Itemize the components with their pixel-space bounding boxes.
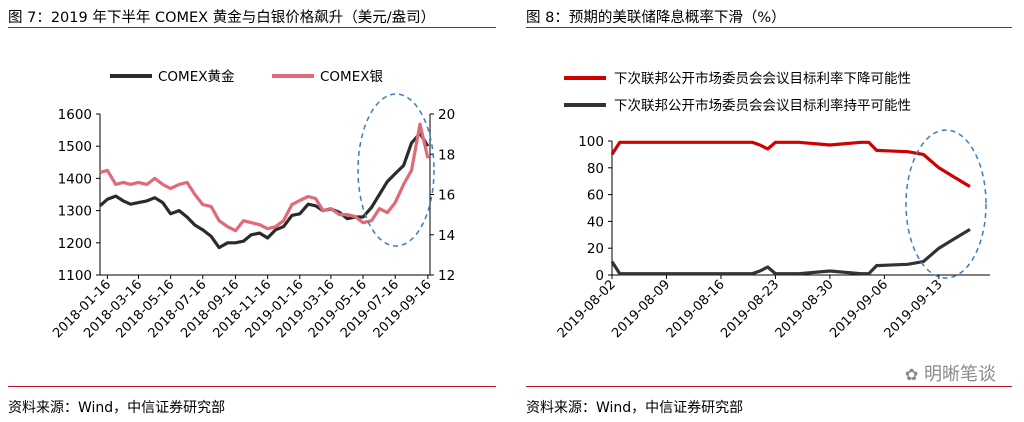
y-tick-label-left: 1200 (58, 236, 92, 252)
y-tick-label: 100 (578, 134, 604, 150)
y-tick-label-left: 1100 (58, 268, 92, 284)
series-line-COMEX银 (99, 122, 430, 233)
y-tick-label-right: 20 (438, 107, 455, 123)
right-source-rule (526, 386, 1012, 387)
watermark-label: 明晰笔谈 (924, 364, 996, 385)
right-source-note: 资料来源：Wind，中信证券研究部 (526, 400, 744, 416)
y-tick-label-left: 1400 (58, 171, 92, 187)
legend-label-0: 下次联邦公开市场委员会会议目标利率下降可能性 (614, 70, 911, 87)
y-tick-label-left: 1300 (58, 204, 92, 220)
right-panel-title: 图 8：预期的美联储降息概率下滑（%） (526, 10, 786, 26)
y-tick-label: 0 (595, 268, 604, 284)
y-tick-label: 40 (587, 214, 604, 230)
series-line-COMEX黄金 (98, 131, 430, 250)
fed-rate-cut-probability-chart: 下次联邦公开市场委员会会议目标利率下降可能性下次联邦公开市场委员会会议目标利率持… (555, 70, 990, 341)
y-tick-label: 80 (587, 161, 604, 177)
y-tick-label: 20 (587, 241, 604, 257)
watermark-text: ✿ 明晰笔谈 (905, 360, 996, 386)
legend-label-0: COMEX黄金 (158, 69, 235, 85)
legend-label-1: 下次联邦公开市场委员会会议目标利率持平可能性 (614, 97, 911, 114)
y-tick-label-right: 12 (438, 268, 455, 284)
series-line-下次联邦公开市场委员会会议目标利率持平可能性 (610, 228, 971, 276)
y-tick-label: 60 (587, 188, 604, 204)
legend-label-1: COMEX银 (320, 69, 383, 85)
y-tick-label-right: 18 (438, 147, 455, 163)
highlight-ellipse (905, 129, 987, 279)
wechat-icon: ✿ (904, 365, 919, 384)
gold-silver-price-chart: COMEX黄金 COMEX银 1100 1200 1300 1400 1500 1600 12 1… (50, 69, 455, 341)
right-title-rule (526, 27, 1012, 28)
x-tick-label: 2019-09-13 (882, 277, 946, 341)
highlight-ellipse (357, 93, 435, 247)
series-line-下次联邦公开市场委员会会议目标利率下降可能性 (610, 140, 971, 188)
left-title-rule (8, 27, 496, 28)
y-tick-label-left: 1600 (58, 107, 92, 123)
left-panel-title: 图 7：2019 年下半年 COMEX 黄金与白银价格飙升（美元/盎司） (8, 10, 436, 26)
left-source-note: 资料来源：Wind，中信证券研究部 (8, 400, 226, 416)
y-tick-label-left: 1500 (58, 139, 92, 155)
y-tick-label-right: 14 (438, 228, 455, 244)
left-source-rule (8, 386, 496, 387)
y-tick-label-right: 16 (438, 188, 455, 204)
